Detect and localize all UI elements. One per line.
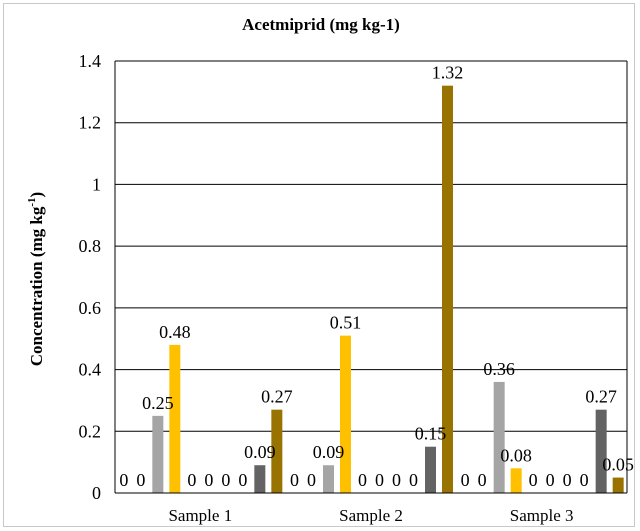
- data-label: 0.48: [159, 322, 191, 342]
- data-label: 0.36: [483, 359, 515, 379]
- gridlines: [115, 60, 627, 494]
- x-category-label: Sample 3: [510, 506, 574, 525]
- bar-chart: 0 00.250.480 0 0 00.090.270 00.090.510 0 0 00.15…: [26, 15, 634, 525]
- bar: [595, 409, 607, 493]
- bar: [493, 381, 505, 493]
- bar: [323, 465, 334, 493]
- y-tick-label: 0.4: [79, 360, 102, 380]
- data-label: 0.25: [142, 393, 174, 413]
- data-label: 0: [529, 470, 538, 490]
- bar: [510, 468, 522, 493]
- data-label: 0: [119, 470, 128, 490]
- axes: 0 0.2 0.4 0.6 0.8 1 1.2 1.4 Sample 1 Sample 2 Samp…: [79, 51, 628, 525]
- data-label: 0: [375, 470, 384, 490]
- chart-frame: 0 0 0.25 0.48 0 0 0 0 0.09 0.27 0 0 0.09 0.51 0 0 0 0 0.15…: [3, 3, 635, 527]
- x-category-label: Sample 2: [339, 506, 403, 525]
- y-tick-label: 1: [92, 174, 101, 194]
- bars: [152, 85, 624, 493]
- y-tick-label: 1.4: [79, 51, 102, 71]
- y-axis-title: Concentration (mg kg-1): [26, 192, 46, 366]
- x-category-label: Sample 1: [168, 506, 232, 525]
- data-label: 0: [563, 470, 572, 490]
- chart-title: Acetmiprid (mg kg-1): [242, 15, 400, 34]
- data-label: 0.51: [330, 313, 362, 333]
- bar: [271, 409, 283, 493]
- y-axis-title-superscript: -1: [26, 197, 38, 206]
- data-label: 0.09: [244, 442, 276, 462]
- data-label: 0: [478, 470, 487, 490]
- data-label: 0: [290, 470, 299, 490]
- data-label: 0: [238, 470, 247, 490]
- data-label: 0: [307, 470, 316, 490]
- data-label: 0: [136, 470, 145, 490]
- data-label: 0: [221, 470, 230, 490]
- bar: [425, 446, 436, 493]
- y-tick-label: 0.6: [79, 298, 102, 318]
- y-tick-label: 0.2: [79, 421, 102, 441]
- bar: [152, 415, 164, 493]
- data-label: 0: [392, 470, 401, 490]
- data-label: 0: [187, 470, 196, 490]
- bar: [612, 477, 624, 493]
- data-label: 0: [204, 470, 213, 490]
- data-label: 0: [461, 470, 470, 490]
- data-label: 0.27: [585, 387, 617, 407]
- data-label: 0: [358, 470, 367, 490]
- data-label: 0.15: [415, 424, 447, 444]
- y-axis-title-main: Concentration (mg kg: [27, 206, 46, 366]
- data-label: 0: [546, 470, 555, 490]
- bar: [169, 344, 181, 493]
- y-axis-title-close: ): [27, 192, 46, 198]
- data-label: 0.09: [313, 442, 345, 462]
- bar: [442, 85, 453, 493]
- data-labels: 0 00.250.480 0 0 00.090.270 00.090.510 0 0 00.15…: [119, 63, 634, 490]
- data-label: 1.32: [432, 63, 464, 83]
- y-tick-label: 0.8: [79, 236, 102, 256]
- data-label: 0.08: [500, 445, 532, 465]
- y-tick-label: 0: [92, 483, 101, 503]
- data-label: 0: [580, 470, 589, 490]
- data-label: 0.27: [261, 387, 293, 407]
- y-tick-label: 1.2: [79, 113, 102, 133]
- bar: [254, 465, 266, 493]
- data-label: 0.05: [602, 455, 634, 475]
- data-label: 0: [409, 470, 418, 490]
- bar: [340, 335, 351, 493]
